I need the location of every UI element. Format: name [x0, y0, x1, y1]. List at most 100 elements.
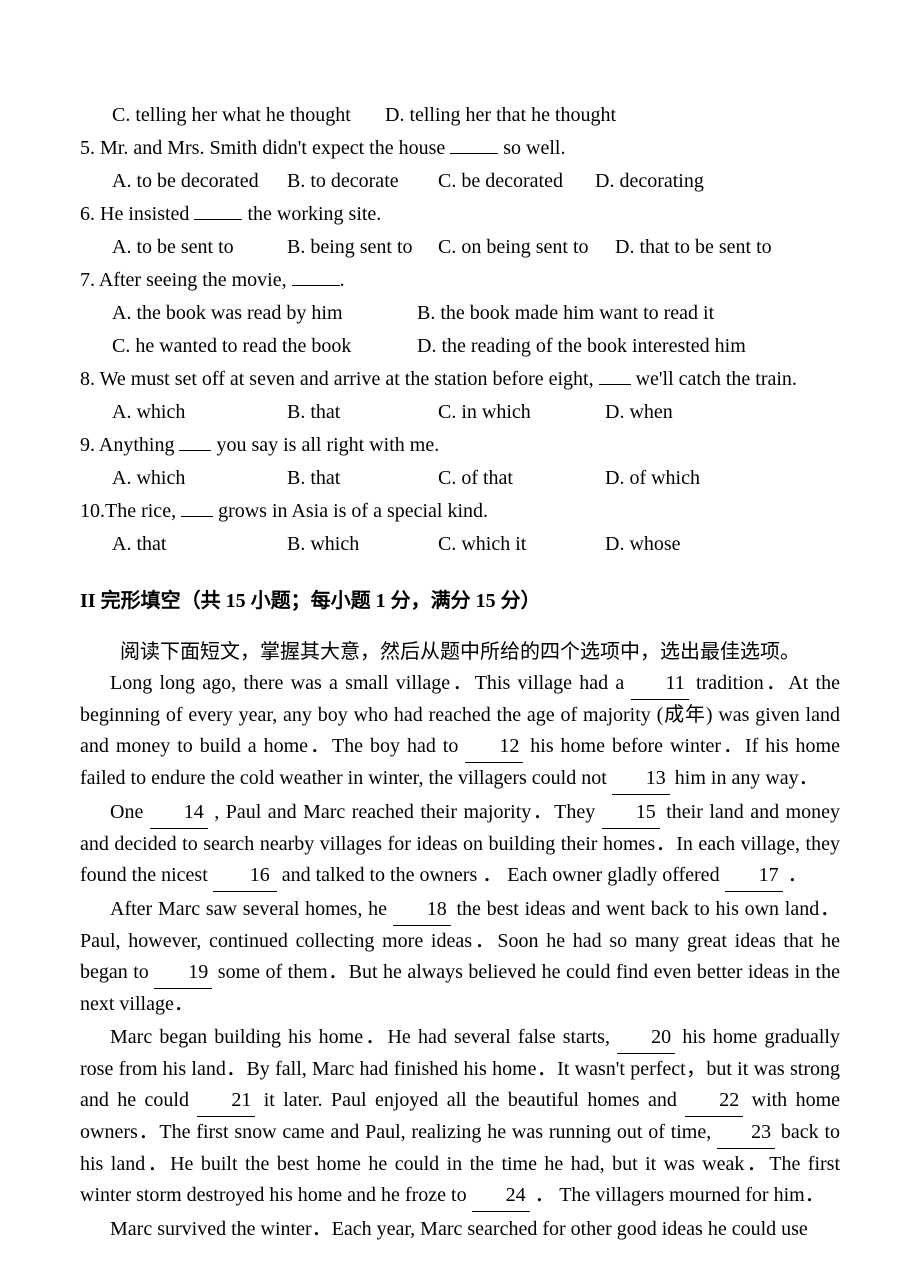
- q9-options: A. which B. that C. of that D. of which: [80, 463, 840, 494]
- cloze-p5: Marc survived the winter．Each year, Marc…: [80, 1214, 840, 1245]
- p4-t6: ． The villagers mourned for him．: [530, 1184, 825, 1206]
- blank-15: 15: [602, 797, 660, 829]
- q9-option-a: A. which: [112, 463, 282, 494]
- section2-title-c: 15: [226, 590, 246, 612]
- q6-stem-post: the working site.: [242, 203, 381, 225]
- q10-option-d: D. whose: [605, 529, 681, 560]
- q9-stem-post: you say is all right with me.: [211, 434, 439, 456]
- q6-options: A. to be sent to B. being sent to C. on …: [80, 232, 840, 263]
- q7-stem-pre: 7. After seeing the movie,: [80, 269, 292, 291]
- q8-stem-pre: 8. We must set off at seven and arrive a…: [80, 368, 599, 390]
- q9-stem: 9. Anything you say is all right with me…: [80, 430, 840, 461]
- q8-stem-post: we'll catch the train.: [631, 368, 797, 390]
- q4-option-d: D. telling her that he thought: [385, 100, 616, 131]
- cloze-p4: Marc began building his home．He had seve…: [80, 1022, 840, 1212]
- blank-19: 19: [154, 957, 212, 989]
- section2-title-d: 小题；每小题: [246, 590, 376, 612]
- blank-16: 16: [213, 860, 277, 892]
- blank-24: 24: [472, 1180, 530, 1212]
- blank-14: 14: [150, 797, 208, 829]
- q10-options: A. that B. which C. which it D. whose: [80, 529, 840, 560]
- blank-12: 12: [465, 731, 523, 763]
- q7-options-row1: A. the book was read by him B. the book …: [80, 298, 840, 329]
- q7-options-row2: C. he wanted to read the book D. the rea…: [80, 331, 840, 362]
- q10-stem: 10.The rice, grows in Asia is of a speci…: [80, 496, 840, 527]
- q7-option-a: A. the book was read by him: [112, 298, 412, 329]
- section2-title-g: 15: [476, 590, 496, 612]
- blank-17: 17: [725, 860, 783, 892]
- q5-options: A. to be decorated B. to decorate C. be …: [80, 166, 840, 197]
- q10-option-b: B. which: [287, 529, 433, 560]
- q8-option-c: C. in which: [438, 397, 600, 428]
- exam-page: C. telling her what he thought D. tellin…: [0, 0, 920, 1277]
- section2-title: II 完形填空（共 15 小题；每小题 1 分，满分 15 分）: [80, 586, 840, 617]
- q8-option-d: D. when: [605, 397, 673, 428]
- section2-title-a: II: [80, 590, 101, 612]
- p5-t1: Marc survived the winter．Each year, Marc…: [110, 1218, 808, 1240]
- cloze-p3: After Marc saw several homes, he 18 the …: [80, 894, 840, 1020]
- q6-option-a: A. to be sent to: [112, 232, 282, 263]
- section2-title-e: 1: [376, 590, 386, 612]
- q6-option-d: D. that to be sent to: [615, 232, 772, 263]
- blank-22: 22: [685, 1085, 743, 1117]
- q8-blank: [599, 366, 631, 385]
- q10-stem-pre: 10.The rice,: [80, 500, 181, 522]
- blank-23: 23: [717, 1117, 775, 1149]
- section2-title-h: 分）: [496, 590, 541, 612]
- section2-title-f: 分，满分: [386, 590, 476, 612]
- q8-option-a: A. which: [112, 397, 282, 428]
- q9-blank: [179, 432, 211, 451]
- p2-t2: , Paul and Marc reached their majority．T…: [208, 801, 602, 823]
- q5-stem-pre: 5. Mr. and Mrs. Smith didn't expect the …: [80, 137, 450, 159]
- p4-t1: Marc began building his home．He had seve…: [110, 1026, 617, 1048]
- q7-option-c: C. he wanted to read the book: [112, 331, 412, 362]
- section2-instruction: 阅读下面短文，掌握其大意，然后从题中所给的四个选项中，选出最佳选项。: [80, 637, 840, 668]
- p3-t1: After Marc saw several homes, he: [110, 898, 393, 920]
- q7-stem-post: .: [340, 269, 345, 291]
- cloze-passage: Long long ago, there was a small village…: [80, 668, 840, 1245]
- q8-stem: 8. We must set off at seven and arrive a…: [80, 364, 840, 395]
- blank-18: 18: [393, 894, 451, 926]
- q6-option-b: B. being sent to: [287, 232, 433, 263]
- q9-option-b: B. that: [287, 463, 433, 494]
- q8-option-b: B. that: [287, 397, 433, 428]
- q9-option-d: D. of which: [605, 463, 700, 494]
- blank-20: 20: [617, 1022, 675, 1054]
- q10-option-c: C. which it: [438, 529, 600, 560]
- q7-blank: [292, 267, 340, 286]
- q10-stem-post: grows in Asia is of a special kind.: [213, 500, 488, 522]
- blank-21: 21: [197, 1085, 255, 1117]
- p4-t3: it later. Paul enjoyed all the beautiful…: [255, 1089, 685, 1111]
- q4-options-row2: C. telling her what he thought D. tellin…: [80, 100, 840, 131]
- q6-stem-pre: 6. He insisted: [80, 203, 194, 225]
- q6-blank: [194, 201, 242, 220]
- q5-blank: [450, 135, 498, 154]
- q4-option-c: C. telling her what he thought: [112, 100, 380, 131]
- section2-title-b: 完形填空（共: [101, 590, 226, 612]
- blank-13: 13: [612, 763, 670, 795]
- q5-option-c: C. be decorated: [438, 166, 590, 197]
- p2-t4: and talked to the owners ． Each owner gl…: [277, 864, 725, 886]
- q7-option-d: D. the reading of the book interested hi…: [417, 331, 746, 362]
- q6-option-c: C. on being sent to: [438, 232, 610, 263]
- cloze-p2: One 14 , Paul and Marc reached their maj…: [80, 797, 840, 892]
- q10-option-a: A. that: [112, 529, 282, 560]
- q7-stem: 7. After seeing the movie, .: [80, 265, 840, 296]
- q10-blank: [181, 498, 213, 517]
- q5-option-b: B. to decorate: [287, 166, 433, 197]
- q8-options: A. which B. that C. in which D. when: [80, 397, 840, 428]
- q5-option-d: D. decorating: [595, 166, 704, 197]
- q5-stem-post: so well.: [498, 137, 565, 159]
- blank-11: 11: [631, 668, 688, 700]
- q7-option-b: B. the book made him want to read it: [417, 298, 714, 329]
- p2-t1: One: [110, 801, 150, 823]
- p1-t4: him in any way．: [670, 767, 819, 789]
- cloze-p1: Long long ago, there was a small village…: [80, 668, 840, 795]
- q9-option-c: C. of that: [438, 463, 600, 494]
- q6-stem: 6. He insisted the working site.: [80, 199, 840, 230]
- q5-option-a: A. to be decorated: [112, 166, 282, 197]
- q5-stem: 5. Mr. and Mrs. Smith didn't expect the …: [80, 133, 840, 164]
- p1-t1: Long long ago, there was a small village…: [110, 672, 631, 694]
- q9-stem-pre: 9. Anything: [80, 434, 179, 456]
- p2-t5: ．: [783, 864, 808, 886]
